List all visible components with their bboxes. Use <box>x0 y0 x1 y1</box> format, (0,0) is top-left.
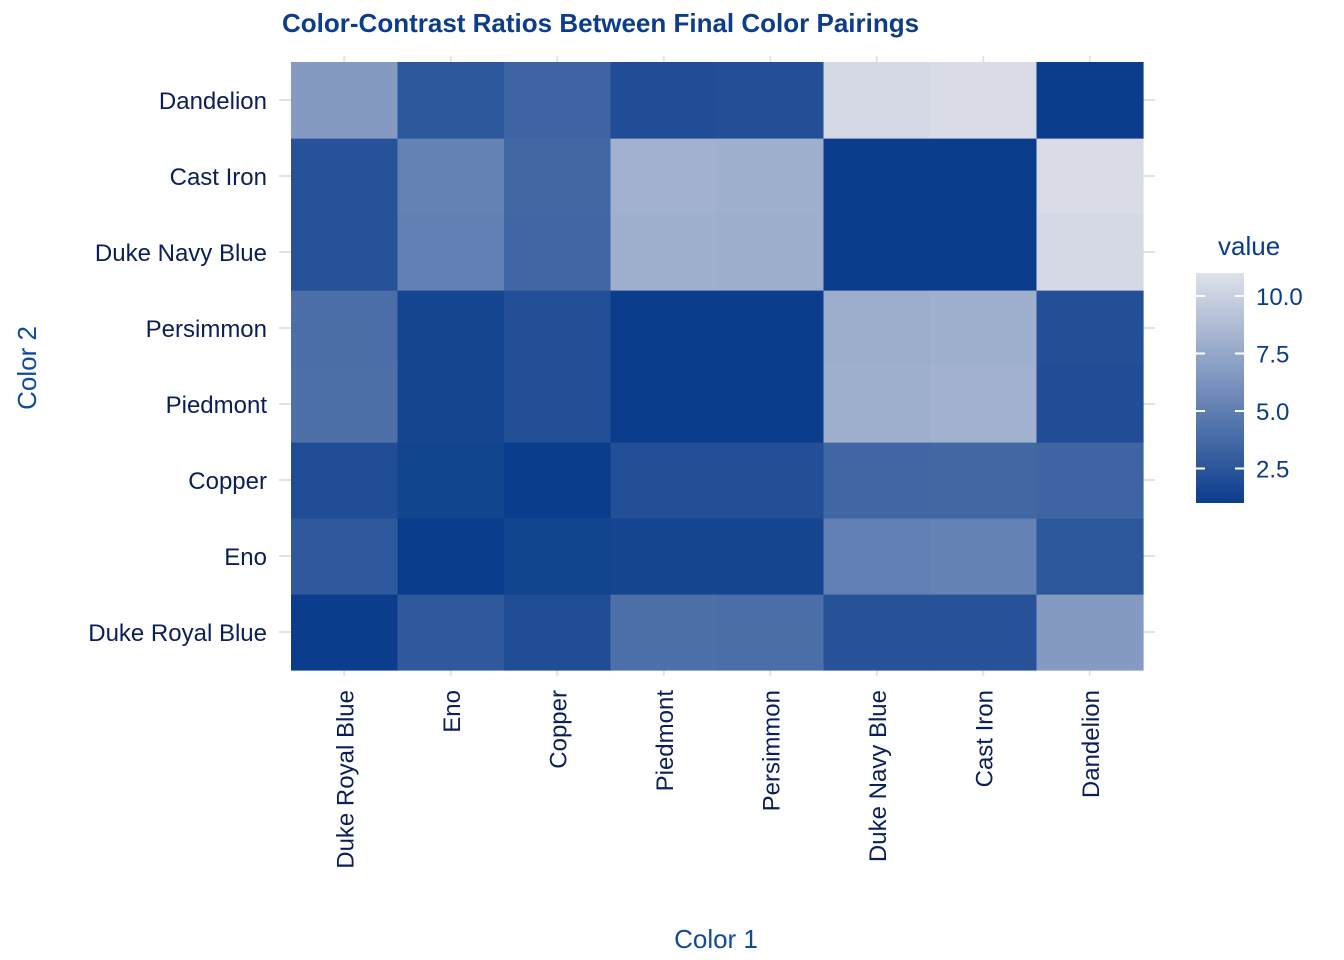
heatmap-cell <box>930 138 1038 215</box>
heatmap-cell <box>610 594 718 671</box>
heatmap-cell <box>291 518 399 595</box>
heatmap-cell <box>717 442 825 519</box>
x-tick-labels: Duke Royal Blue Eno Copper Piedmont Persimmo… <box>332 690 1105 869</box>
x-tick-label: Duke Navy Blue <box>865 690 892 862</box>
y-tick-label: Eno <box>224 544 267 571</box>
heatmap-cells <box>291 62 1144 671</box>
legend-title: value <box>1218 231 1280 261</box>
heatmap-cell <box>291 442 399 519</box>
heatmap-cell <box>397 214 505 291</box>
chart-title: Color-Contrast Ratios Between Final Colo… <box>282 8 920 38</box>
legend-tick-label: 7.5 <box>1256 342 1289 369</box>
x-tick-label: Eno <box>439 690 466 733</box>
x-tick-label: Cast Iron <box>971 690 998 787</box>
heatmap-cell <box>930 594 1038 671</box>
heatmap-cell <box>291 62 399 139</box>
heatmap-cell <box>717 62 825 139</box>
heatmap-cell <box>823 62 931 139</box>
legend-colorbar <box>1196 273 1244 503</box>
heatmap-cell <box>504 214 612 291</box>
x-tick-label: Persimmon <box>758 690 785 811</box>
heatmap-cell <box>1036 594 1144 671</box>
heatmap-cell <box>504 442 612 519</box>
heatmap-cell <box>291 138 399 215</box>
heatmap-cell <box>610 290 718 367</box>
heatmap-cell <box>397 62 505 139</box>
heatmap-cell <box>291 214 399 291</box>
x-axis-title: Color 1 <box>674 924 758 954</box>
heatmap-cell <box>930 442 1038 519</box>
x-tick-label: Piedmont <box>652 690 679 792</box>
heatmap-cell <box>397 594 505 671</box>
heatmap-cell <box>610 366 718 443</box>
heatmap-cell <box>1036 366 1144 443</box>
heatmap-cell <box>1036 138 1144 215</box>
heatmap-cell <box>823 594 931 671</box>
heatmap-cell <box>823 214 931 291</box>
x-tick-label: Copper <box>545 690 572 769</box>
heatmap-cell <box>1036 518 1144 595</box>
heatmap-cell <box>717 594 825 671</box>
heatmap-cell <box>823 442 931 519</box>
heatmap-cell <box>610 62 718 139</box>
heatmap-cell <box>1036 62 1144 139</box>
heatmap-cell <box>504 62 612 139</box>
heatmap-cell <box>823 138 931 215</box>
heatmap-cell <box>504 290 612 367</box>
heatmap-cell <box>397 366 505 443</box>
heatmap-cell <box>291 594 399 671</box>
heatmap-cell <box>610 214 718 291</box>
legend-tick-label: 10.0 <box>1256 284 1303 311</box>
heatmap-cell <box>930 62 1038 139</box>
heatmap-cell <box>930 518 1038 595</box>
heatmap-cell <box>930 290 1038 367</box>
heatmap-cell <box>1036 290 1144 367</box>
y-tick-labels: Duke Royal Blue Eno Copper Piedmont Persimmo… <box>88 88 267 647</box>
heatmap-cell <box>397 290 505 367</box>
heatmap-cell <box>504 366 612 443</box>
y-tick-label: Cast Iron <box>170 164 267 191</box>
y-tick-label: Duke Royal Blue <box>88 620 267 647</box>
heatmap-cell <box>291 290 399 367</box>
heatmap-cell <box>717 518 825 595</box>
x-tick-label: Dandelion <box>1078 690 1105 798</box>
heatmap-cell <box>823 518 931 595</box>
heatmap-cell <box>610 442 718 519</box>
legend-tick-label: 2.5 <box>1256 457 1289 484</box>
heatmap-cell <box>1036 442 1144 519</box>
y-tick-label: Dandelion <box>159 88 267 115</box>
heatmap-cell <box>717 290 825 367</box>
heatmap-cell <box>610 138 718 215</box>
heatmap-cell <box>504 594 612 671</box>
y-tick-label: Piedmont <box>166 392 268 419</box>
y-tick-label: Copper <box>188 468 267 495</box>
legend-tick-label: 5.0 <box>1256 399 1289 426</box>
heatmap-cell <box>610 518 718 595</box>
heatmap-cell <box>397 138 505 215</box>
color-legend: value 2.5 5.0 7.5 10.0 <box>1196 231 1303 503</box>
heatmap-cell <box>504 518 612 595</box>
heatmap-cell <box>504 138 612 215</box>
heatmap-cell <box>397 518 505 595</box>
heatmap-cell <box>717 366 825 443</box>
heatmap-cell <box>930 214 1038 291</box>
heatmap-cell <box>717 138 825 215</box>
heatmap-cell <box>291 366 399 443</box>
y-axis-title: Color 2 <box>12 326 42 410</box>
x-tick-label: Duke Royal Blue <box>332 690 359 869</box>
heatmap-cell <box>397 442 505 519</box>
heatmap-cell <box>930 366 1038 443</box>
heatmap-cell <box>823 366 931 443</box>
heatmap-cell <box>1036 214 1144 291</box>
heatmap-cell <box>823 290 931 367</box>
y-tick-label: Persimmon <box>146 316 267 343</box>
heatmap-cell <box>717 214 825 291</box>
y-tick-label: Duke Navy Blue <box>95 240 267 267</box>
